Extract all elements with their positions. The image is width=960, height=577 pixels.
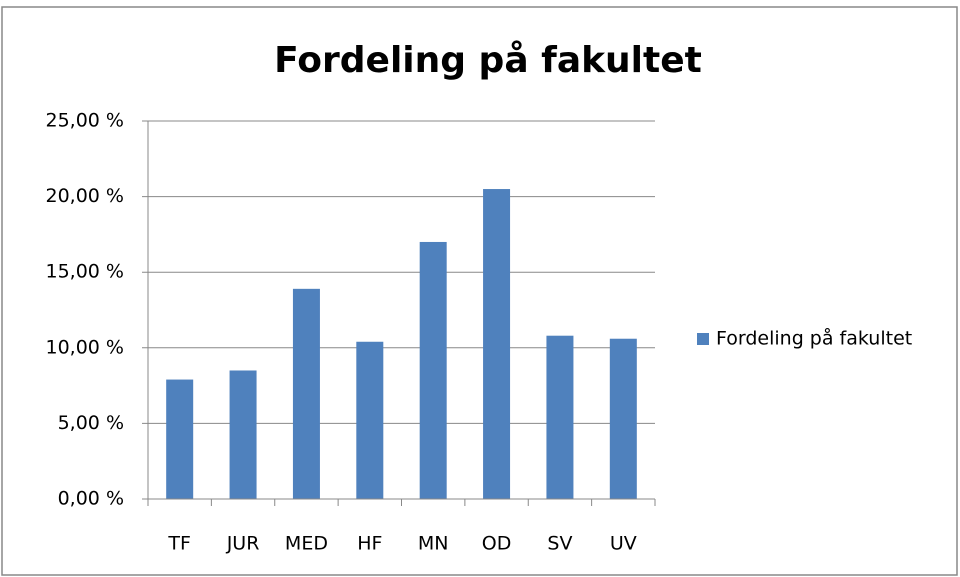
x-tick-label: MED [285, 533, 328, 555]
y-tick-label: 15,00 % [46, 261, 125, 283]
bar [483, 189, 511, 500]
x-tick-label: UV [610, 533, 637, 555]
x-tick-label: TF [167, 533, 191, 555]
bar [546, 335, 574, 499]
legend-label: Fordeling på fakultet [716, 327, 912, 350]
chart-title: Fordeling på fakultet [274, 40, 702, 81]
x-tick-label: JUR [226, 533, 260, 555]
bar [166, 379, 194, 499]
bar [609, 338, 637, 499]
bar [356, 341, 384, 499]
bar [419, 241, 447, 499]
bar [229, 370, 257, 499]
x-tick-label: HF [357, 533, 382, 555]
x-tick-label: SV [547, 533, 572, 555]
y-tick-label: 5,00 % [58, 412, 124, 434]
chart-border [1, 6, 958, 576]
y-tick-label: 0,00 % [58, 488, 124, 510]
y-tick-label: 10,00 % [46, 336, 125, 358]
y-tick-label: 25,00 % [46, 110, 125, 132]
y-tick-label: 20,00 % [46, 185, 125, 207]
bar [292, 288, 320, 499]
x-tick-label: OD [482, 533, 512, 555]
legend-swatch [697, 333, 709, 345]
x-tick-label: MN [418, 533, 449, 555]
